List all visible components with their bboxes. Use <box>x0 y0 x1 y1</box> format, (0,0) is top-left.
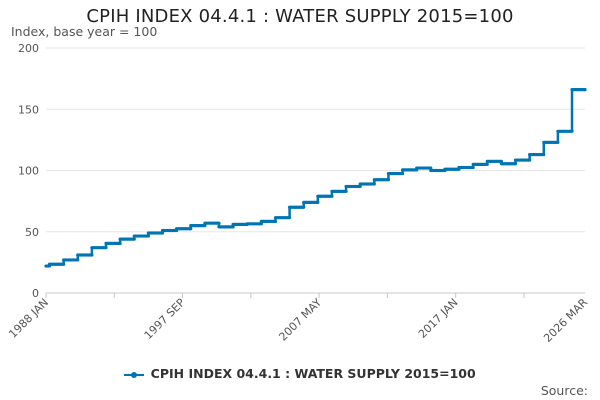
legend-label: CPIH INDEX 04.4.1 : WATER SUPPLY 2015=10… <box>150 366 476 381</box>
source-label: Source: <box>540 383 588 398</box>
x-tick-label: 2026 MAR <box>541 296 590 345</box>
data-point[interactable] <box>583 88 587 92</box>
data-point[interactable] <box>231 225 235 229</box>
data-point[interactable] <box>400 171 405 176</box>
y-tick-label: 0 <box>32 287 39 300</box>
data-point[interactable] <box>358 184 362 189</box>
data-point[interactable] <box>302 205 306 209</box>
chart-title: CPIH INDEX 04.4.1 : WATER SUPPLY 2015=10… <box>86 6 514 27</box>
data-point[interactable] <box>217 221 221 225</box>
data-point[interactable] <box>344 189 348 193</box>
data-point[interactable] <box>104 246 108 250</box>
data-point[interactable] <box>160 231 165 235</box>
data-point[interactable] <box>513 162 518 166</box>
data-point[interactable] <box>542 152 546 157</box>
x-tick-label: 2007 MAY <box>276 296 324 344</box>
data-point[interactable] <box>485 162 489 166</box>
data-point[interactable] <box>429 166 433 170</box>
y-tick-label: 50 <box>25 226 39 239</box>
x-tick-label: 1988 JAN <box>6 296 51 341</box>
data-point[interactable] <box>287 216 292 220</box>
legend-marker-icon <box>124 370 145 380</box>
data-point[interactable] <box>203 224 207 228</box>
y-tick-label: 100 <box>18 165 39 178</box>
data-point[interactable] <box>528 158 532 162</box>
data-point[interactable] <box>570 129 574 133</box>
data-point[interactable] <box>90 253 94 257</box>
y-axis-label: Index, base year = 100 <box>11 24 158 39</box>
data-point[interactable] <box>118 241 122 245</box>
data-point[interactable] <box>386 178 391 182</box>
data-point[interactable] <box>330 194 334 198</box>
data-point[interactable] <box>556 140 560 144</box>
y-tick-label: 200 <box>18 42 39 55</box>
data-point[interactable] <box>76 258 80 262</box>
data-point[interactable] <box>189 227 193 231</box>
data-point[interactable] <box>471 165 475 170</box>
data-point[interactable] <box>372 182 376 186</box>
data-point[interactable] <box>62 262 66 266</box>
x-tick-label: 1997 SEP <box>142 296 188 342</box>
data-point[interactable] <box>259 222 263 226</box>
data-point[interactable] <box>146 234 150 238</box>
data-point[interactable] <box>273 219 278 223</box>
x-tick-label: 2017 JAN <box>416 296 461 341</box>
legend[interactable]: CPIH INDEX 04.4.1 : WATER SUPPLY 2015=10… <box>0 366 600 381</box>
data-point[interactable] <box>316 200 320 204</box>
y-tick-label: 150 <box>18 103 39 116</box>
data-point[interactable] <box>132 237 136 241</box>
data-point[interactable] <box>499 159 504 163</box>
